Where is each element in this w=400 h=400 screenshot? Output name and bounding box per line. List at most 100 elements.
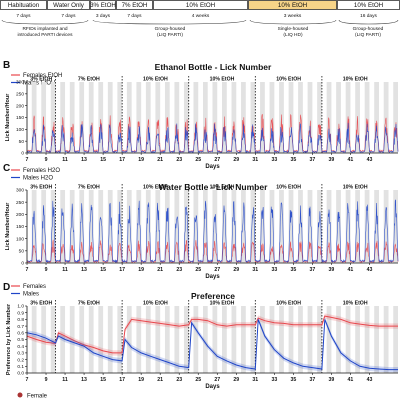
x-tick-label: 29 (233, 267, 239, 273)
dark-cycle-band (374, 306, 379, 373)
x-tick-label: 33 (271, 157, 277, 163)
dark-cycle-band (60, 190, 66, 263)
dark-cycle-band (212, 306, 218, 373)
dark-cycle-band (88, 306, 94, 373)
y-tick-label: 200 (16, 103, 24, 109)
dark-cycle-band (355, 306, 360, 373)
legend: Females Males (11, 284, 46, 298)
dark-cycle-band (241, 190, 246, 263)
dark-cycle-band (31, 306, 37, 373)
panel-c: C Water Bottle - Lick Number Females H2O… (3, 163, 399, 280)
x-tick-label: 31 (252, 377, 258, 383)
bottom-legend: Female (17, 392, 48, 400)
x-tick-label: 37 (309, 377, 315, 383)
dark-cycle-band (164, 82, 170, 153)
x-tick-label: 21 (157, 267, 163, 273)
dark-cycle-band (183, 190, 189, 263)
dark-cycle-band (41, 190, 47, 263)
x-tick-label: 9 (45, 377, 48, 383)
dark-cycle-band (393, 306, 398, 373)
timeline-bracket (249, 19, 337, 25)
y-tick-label: 300 (16, 80, 24, 86)
series-line (26, 122, 399, 154)
dark-cycle-band (79, 306, 85, 373)
dark-cycle-band (79, 190, 85, 263)
x-tick-label: 41 (348, 157, 354, 163)
dark-cycle-band (383, 306, 389, 373)
x-tick-label: 43 (367, 157, 373, 163)
phase-label: 10% EtOH (343, 301, 368, 307)
x-axis-label: Days (205, 384, 220, 390)
dark-cycle-band (317, 190, 322, 263)
dark-cycle-band (241, 306, 246, 373)
phase-label: 7% EtOH (78, 77, 100, 83)
phase-label: 10% EtOH (143, 301, 168, 307)
y-tick-label: 50 (19, 139, 25, 145)
y-tick-label: 0.2 (17, 357, 24, 363)
dark-cycle-band (136, 306, 142, 373)
plot-area: 3% EtOH 7% EtOH 10% EtOH 10% EtOH 10% EtOH 10… (5, 184, 399, 280)
legend-label: Males H2O (23, 176, 53, 182)
x-tick-label: 23 (176, 157, 182, 163)
dark-cycle-band (126, 190, 132, 263)
phase-label: 10% EtOH (276, 185, 301, 191)
x-tick-label: 7 (26, 267, 29, 273)
dark-cycle-band (107, 190, 113, 263)
x-tick-label: 19 (138, 267, 144, 273)
panel-letter: C (3, 163, 10, 174)
dark-cycle-band (79, 82, 85, 153)
x-tick-label: 37 (309, 157, 315, 163)
dark-cycle-band (393, 190, 398, 263)
y-tick-label: 300 (16, 188, 24, 194)
dark-cycle-band (374, 82, 379, 153)
dark-cycle-band (288, 306, 294, 373)
series-line (26, 319, 398, 371)
chart-title: Preference (191, 291, 235, 301)
dark-cycle-band (117, 82, 123, 153)
dark-cycle-band (88, 190, 94, 263)
dark-cycle-band (126, 306, 132, 373)
dark-cycle-band (174, 306, 180, 373)
x-tick-label: 41 (348, 267, 354, 273)
phase-box (248, 0, 337, 10)
dark-cycle-band (212, 190, 218, 263)
x-tick-label: 25 (195, 377, 201, 383)
dark-cycle-band (241, 82, 246, 153)
dark-cycle-band (155, 190, 161, 263)
phase-label: 10% EtOH (343, 185, 368, 191)
x-tick-label: 13 (81, 377, 87, 383)
phase-label: 10% EtOH (186, 2, 215, 9)
female-marker-icon (17, 392, 23, 398)
phase-duration: 16 days (360, 13, 377, 19)
x-axis-label: Days (205, 164, 220, 170)
dark-cycle-band (345, 306, 351, 373)
phase-duration: 3 days (96, 13, 111, 19)
y-axis-label: Preference by Lick Number (6, 303, 12, 375)
timeline-note: (LIQ HD) (283, 32, 303, 38)
x-tick-label: 35 (290, 157, 296, 163)
y-tick-label: 150 (16, 224, 24, 230)
plot-area: 3% EtOH 7% EtOH 10% EtOH 10% EtOH 10% EtOH 10… (6, 300, 398, 390)
phase-box (116, 0, 153, 10)
bottom-legend-label: Female (27, 394, 48, 400)
dark-cycle-band (145, 82, 151, 153)
dark-cycle-band (174, 82, 180, 153)
panel-letter: B (3, 60, 10, 71)
y-tick-label: 0.1 (17, 364, 24, 370)
phase-duration: 4 weeks (192, 13, 210, 19)
dark-cycle-band (336, 306, 341, 373)
dark-cycle-band (326, 190, 332, 263)
y-tick-label: 1.0 (17, 304, 24, 310)
x-tick-label: 29 (233, 157, 239, 163)
x-tick-label: 31 (252, 157, 258, 163)
x-tick-label: 23 (176, 377, 182, 383)
dark-cycle-band (193, 82, 199, 153)
dark-cycle-band (164, 306, 170, 373)
y-tick-label: 0.0 (17, 371, 24, 377)
dark-cycle-band (307, 306, 313, 373)
dark-cycle-band (298, 306, 303, 373)
dark-cycle-band (155, 306, 161, 373)
panel-b: B Ethanol Bottle - Lick Number Females E… (3, 60, 399, 170)
y-tick-label: 250 (16, 92, 24, 98)
dark-cycle-band (202, 306, 208, 373)
